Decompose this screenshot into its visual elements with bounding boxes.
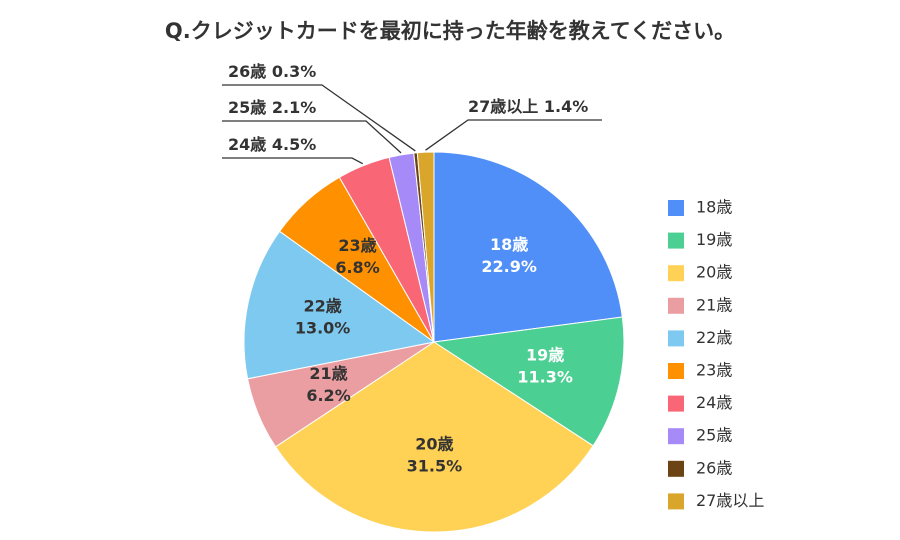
legend-label: 19歳 xyxy=(696,230,732,249)
slice-value-label: 0.3% xyxy=(272,62,316,81)
legend: 18歳 19歳 20歳 21歳 22歳 23歳 24歳 25歳 26歳 27歳以上 xyxy=(668,198,764,510)
slice-label: 20歳 xyxy=(415,434,453,453)
pie-slice xyxy=(274,341,594,533)
pie-slice xyxy=(432,316,625,447)
legend-swatch xyxy=(668,493,684,510)
legend-swatch xyxy=(668,395,684,412)
leader-line xyxy=(222,157,364,165)
slice-label: 23歳 xyxy=(338,236,376,255)
legend-swatch xyxy=(668,200,684,216)
slice-label: 27歳以上 1.4% xyxy=(468,97,588,116)
slice-value-label: 2.1% xyxy=(272,98,316,117)
legend-label: 23歳 xyxy=(696,361,732,380)
legend-swatch xyxy=(668,232,684,249)
slice-value-label: 13.0% xyxy=(295,318,351,337)
slice-label-category: 24歳 xyxy=(228,135,266,154)
slice-label-category: 25歳 xyxy=(228,98,266,117)
legend-label: 22歳 xyxy=(696,328,732,347)
slice-label: 26歳 0.3% xyxy=(228,62,316,81)
slice-label-category: 27歳以上 xyxy=(468,97,538,116)
legend-swatch xyxy=(668,330,684,347)
pie xyxy=(243,151,625,533)
pie-slice xyxy=(416,151,435,343)
slice-value-label: 11.3% xyxy=(517,368,573,387)
legend-swatch xyxy=(668,363,684,379)
legend-swatch xyxy=(668,297,684,314)
leader-line xyxy=(222,84,416,152)
pie-slice xyxy=(243,230,436,380)
legend-swatch xyxy=(668,460,684,477)
slice-label: 24歳 4.5% xyxy=(228,135,316,154)
slice-label: 18歳 xyxy=(490,235,528,254)
slice-label: 21歳 xyxy=(309,364,347,383)
slice-label: 22歳 xyxy=(303,296,341,315)
slice-value-label: 6.2% xyxy=(306,386,350,405)
legend-label: 21歳 xyxy=(696,295,732,314)
slice-value-label: 31.5% xyxy=(407,456,463,475)
slice-value-label: 6.8% xyxy=(335,258,379,277)
legend-label: 24歳 xyxy=(696,393,732,412)
pie-slice xyxy=(433,151,623,343)
slice-labels: 18歳 22.9% 19歳 11.3% 20歳 31.5% 21歳 6.2% 22歳 13.0% 2… xyxy=(222,62,602,475)
legend-label: 20歳 xyxy=(696,263,732,282)
slice-label-category: 26歳 xyxy=(228,62,266,81)
slice-label: 19歳 xyxy=(526,346,564,365)
slice-value-label: 4.5% xyxy=(272,135,316,154)
leader-line xyxy=(222,120,402,154)
chart-title: Q.クレジットカードを最初に持った年齢を教えてください。 xyxy=(165,19,735,43)
slice-value-label: 22.9% xyxy=(481,257,537,276)
legend-label: 18歳 xyxy=(696,198,732,217)
legend-label: 27歳以上 xyxy=(696,491,764,510)
legend-label: 25歳 xyxy=(696,426,732,445)
legend-label: 26歳 xyxy=(696,458,732,477)
legend-swatch xyxy=(668,428,684,445)
legend-swatch xyxy=(668,265,684,282)
slice-value-label: 1.4% xyxy=(544,97,588,116)
slice-label: 25歳 2.1% xyxy=(228,98,316,117)
leader-line xyxy=(425,119,602,151)
